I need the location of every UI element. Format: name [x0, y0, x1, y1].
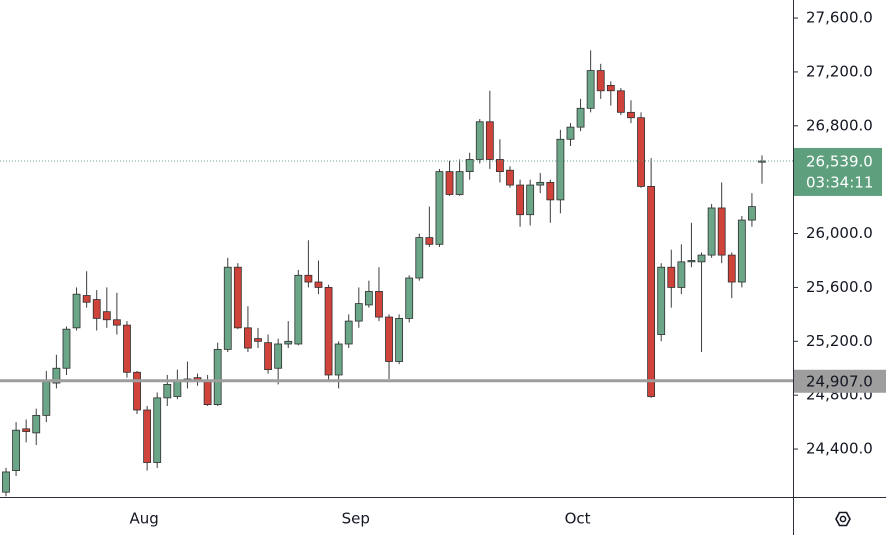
candle-body: [102, 311, 111, 321]
plot-area: [0, 50, 793, 497]
candle-body: [627, 111, 635, 119]
y-tick-label: 25,600.0: [806, 278, 873, 296]
candle-body: [727, 254, 736, 283]
candle-body: [133, 371, 141, 411]
candle-body: [173, 379, 182, 397]
candle-body: [42, 381, 51, 416]
settings-button[interactable]: [835, 511, 851, 527]
time-axis: Aug Sep Oct: [129, 510, 590, 528]
candle-body: [546, 181, 555, 201]
candle-body: [748, 206, 756, 221]
candle-body: [62, 328, 71, 369]
candle-body: [153, 397, 162, 463]
candle-body: [475, 121, 484, 160]
candle-body: [566, 126, 575, 140]
candle-body: [707, 207, 716, 256]
candle-body: [123, 324, 131, 373]
horizontal-line-label: 24,907.0: [806, 372, 873, 390]
y-tick-label: 26,800.0: [806, 116, 873, 134]
candle-body: [354, 303, 363, 322]
horizontal-line-label-box: [794, 369, 886, 393]
candle-body: [52, 367, 61, 384]
candle-body: [445, 171, 454, 195]
candle-body: [324, 287, 333, 376]
candle-body: [163, 384, 172, 399]
y-tick-label: 24,400.0: [806, 440, 873, 458]
candle-body: [606, 84, 615, 92]
candle-body: [405, 277, 414, 319]
countdown-label: 03:34:11: [806, 173, 873, 191]
candle-body: [264, 342, 272, 370]
candle-body: [203, 381, 212, 406]
candle-body: [72, 293, 81, 329]
candle-body: [112, 319, 121, 326]
candle-body: [284, 340, 293, 345]
hexagon-icon[interactable]: [835, 511, 851, 527]
candle-body: [455, 171, 464, 195]
candle-body: [465, 159, 474, 172]
price-label: 26,539.0: [806, 152, 873, 170]
candle-body: [657, 266, 666, 335]
candle-body: [254, 338, 262, 342]
candle-body: [294, 274, 303, 345]
candle-body: [536, 181, 545, 186]
candle-body: [32, 414, 41, 434]
candle-body: [2, 471, 10, 493]
candle-body: [485, 121, 494, 160]
y-tick-label: 25,200.0: [806, 332, 873, 350]
icon-center[interactable]: [839, 515, 847, 523]
x-tick-label: Sep: [342, 510, 370, 528]
x-tick-label: Oct: [565, 510, 591, 528]
y-tick-label: 27,600.0: [806, 9, 873, 27]
candle-body: [143, 409, 152, 463]
candle-body: [244, 327, 252, 349]
candle-body: [12, 429, 20, 472]
candle-body: [667, 266, 676, 288]
candle-body: [717, 207, 726, 256]
candle-body: [344, 320, 353, 345]
candle-body: [385, 316, 393, 362]
candle-body: [637, 117, 645, 187]
y-tick-label: 26,000.0: [806, 224, 873, 242]
price-labels: 24,907.0 26,539.0 03:34:11: [794, 147, 886, 393]
candle-body: [82, 295, 91, 303]
candle-body: [395, 318, 404, 362]
candle-body: [586, 70, 595, 109]
candle-body: [576, 107, 585, 128]
y-tick-label: 27,200.0: [806, 62, 873, 80]
candle-body: [435, 171, 444, 245]
candle-body: [415, 237, 424, 279]
candle-body: [223, 266, 232, 350]
candle-body: [697, 254, 706, 263]
candle-body: [233, 266, 242, 329]
candle-body: [496, 159, 504, 172]
candle-body: [556, 138, 565, 201]
candle-body: [314, 281, 323, 288]
candle-body: [596, 70, 605, 92]
candle-body: [213, 348, 222, 406]
candle-body: [506, 169, 514, 186]
candle-body: [92, 299, 101, 319]
candle-body: [616, 90, 625, 113]
x-tick-label: Aug: [129, 510, 158, 528]
candle-body: [274, 343, 283, 369]
candle-body: [304, 274, 313, 283]
candle-body: [22, 428, 31, 432]
candle-body: [516, 184, 524, 216]
candle-body: [425, 237, 434, 245]
candle-body: [526, 184, 535, 216]
candle-body: [375, 291, 383, 318]
candle-body: [364, 291, 373, 306]
price-label-box: [794, 147, 882, 196]
candle-body: [687, 260, 696, 263]
candle-body: [737, 219, 746, 283]
candle-body: [334, 343, 343, 376]
candle-body: [647, 186, 656, 397]
candle-body: [677, 261, 686, 288]
